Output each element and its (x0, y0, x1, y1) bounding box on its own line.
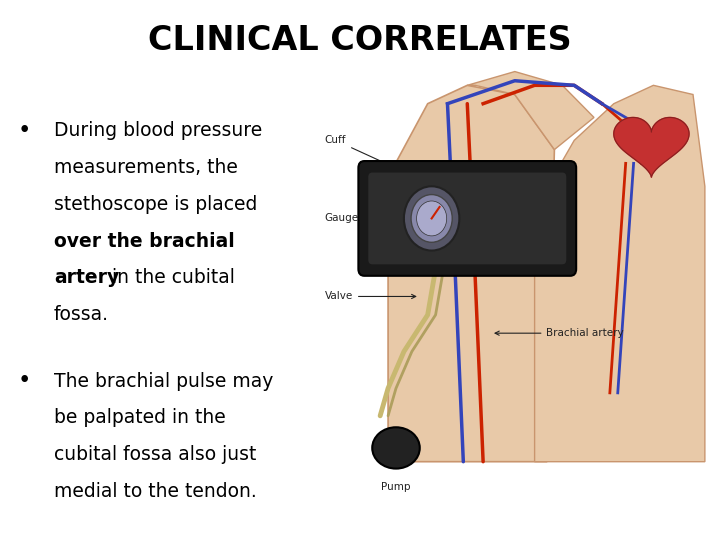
Ellipse shape (372, 427, 420, 469)
Text: During blood pressure: During blood pressure (54, 122, 262, 140)
Text: stethoscope is placed: stethoscope is placed (54, 195, 257, 214)
Polygon shape (534, 85, 705, 462)
FancyBboxPatch shape (369, 173, 566, 264)
Text: artery: artery (54, 268, 120, 287)
Circle shape (417, 201, 446, 236)
Text: Brachial artery: Brachial artery (495, 328, 624, 338)
Text: The brachial pulse may: The brachial pulse may (54, 372, 274, 390)
Text: Cuff: Cuff (325, 136, 413, 176)
Text: in the cubital: in the cubital (106, 268, 235, 287)
Text: Valve: Valve (325, 292, 415, 301)
Polygon shape (614, 118, 689, 177)
Text: CLINICAL CORRELATES: CLINICAL CORRELATES (148, 24, 572, 57)
Text: be palpated in the: be palpated in the (54, 408, 226, 427)
Polygon shape (467, 72, 594, 150)
Text: medial to the tendon.: medial to the tendon. (54, 482, 257, 501)
Text: measurements, the: measurements, the (54, 158, 238, 177)
Text: •: • (18, 369, 32, 392)
Text: over the brachial: over the brachial (54, 232, 235, 251)
Text: Pump: Pump (382, 482, 410, 492)
Text: cubital fossa also just: cubital fossa also just (54, 445, 256, 464)
Polygon shape (388, 85, 554, 462)
Text: fossa.: fossa. (54, 305, 109, 324)
FancyBboxPatch shape (359, 161, 576, 276)
Text: Gauge: Gauge (325, 213, 409, 224)
Circle shape (404, 186, 459, 251)
Text: •: • (18, 119, 32, 142)
Circle shape (411, 194, 452, 242)
